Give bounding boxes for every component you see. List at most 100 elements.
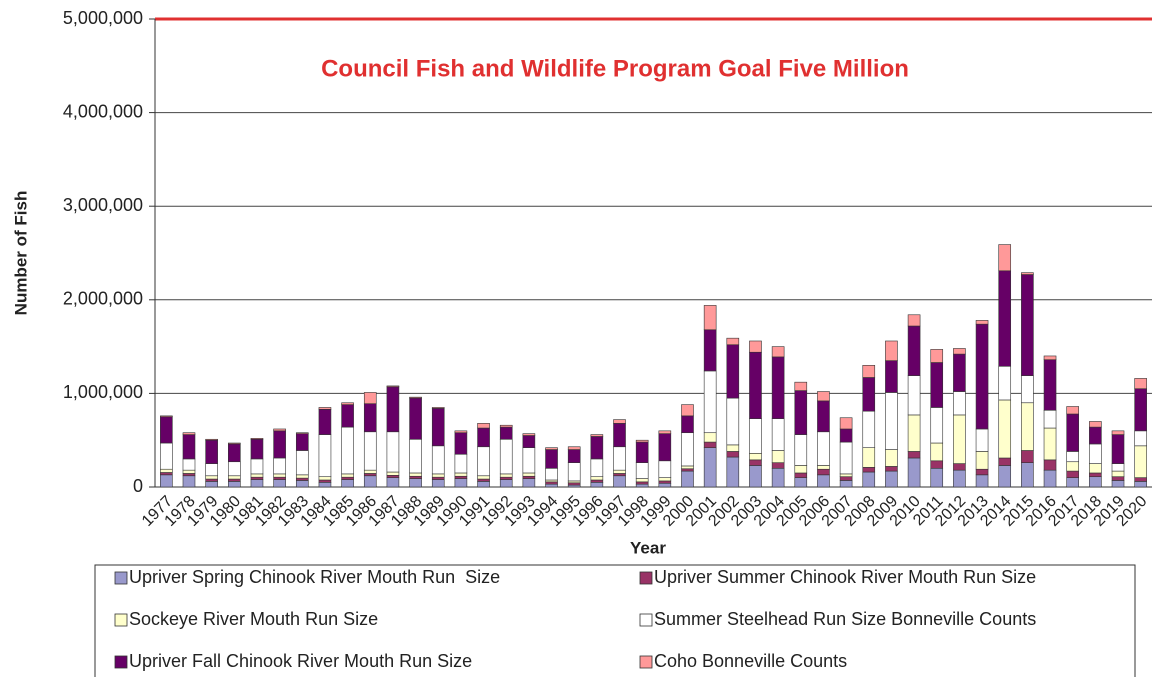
- y-axis-title: Number of Fish: [11, 191, 30, 316]
- bar-segment: [839, 441, 853, 475]
- bar-segment: [228, 461, 241, 477]
- bar-segment: [613, 475, 626, 488]
- bar-segment: [975, 428, 989, 452]
- bar-segment: [749, 453, 762, 461]
- bar-segment: [613, 473, 626, 477]
- goal-annotation: Council Fish and Wildlife Program Goal F…: [321, 55, 909, 82]
- bar-segment: [205, 478, 218, 482]
- bar-segment: [567, 462, 581, 482]
- bar-segment: [703, 370, 717, 434]
- bar-segment: [1134, 388, 1147, 432]
- bar-segment: [839, 417, 853, 430]
- bar-segment: [817, 400, 830, 433]
- bar-segment: [477, 475, 490, 480]
- bar-segment: [341, 426, 354, 475]
- bar-segment: [885, 392, 898, 450]
- bar-segment: [1043, 469, 1057, 488]
- bar-segment: [160, 468, 173, 473]
- bar-segment: [998, 365, 1012, 401]
- bar-segment: [726, 397, 740, 446]
- bar-segment: [431, 476, 445, 480]
- bar-segment: [182, 432, 196, 435]
- bar-segment: [454, 453, 468, 474]
- bar-segment: [454, 475, 468, 479]
- y-tick-label: 0: [133, 476, 143, 496]
- bar-segment: [1089, 421, 1102, 428]
- bar-segment: [431, 445, 445, 475]
- bar-segment: [409, 472, 422, 477]
- bar-segment: [295, 432, 309, 434]
- bar-segment: [998, 399, 1012, 459]
- bar-segment: [1134, 430, 1147, 447]
- bar-segment: [409, 438, 422, 474]
- bar-segment: [567, 482, 581, 486]
- bar-segment: [862, 467, 876, 473]
- bar-segment: [930, 460, 944, 469]
- bar-segment: [386, 431, 400, 473]
- bar-segment: [409, 478, 422, 488]
- legend-label: Upriver Fall Chinook River Mouth Run Siz…: [129, 651, 472, 671]
- bar-segment: [862, 471, 876, 488]
- bar-segment: [817, 431, 830, 466]
- bar-segment: [499, 424, 513, 428]
- bar-segment: [635, 478, 649, 483]
- bar-segment: [1021, 272, 1034, 275]
- bar-segment: [273, 457, 286, 475]
- bar-segment: [205, 439, 218, 464]
- bar-segment: [341, 479, 354, 488]
- bar-segment: [160, 415, 173, 418]
- bar-segment: [431, 407, 445, 409]
- bar-segment: [590, 476, 604, 481]
- legend-label: Summer Steelhead Run Size Bonneville Cou…: [654, 609, 1036, 629]
- bar-segment: [295, 433, 309, 451]
- bar-segment: [1134, 481, 1147, 488]
- bar-segment: [567, 446, 581, 450]
- bar-segment: [1089, 472, 1102, 478]
- legend-swatch: [639, 613, 653, 627]
- legend-swatch: [114, 613, 128, 627]
- bar-segment: [273, 430, 286, 459]
- bar-segment: [635, 481, 649, 485]
- bar-segment: [228, 475, 241, 480]
- bar-segment: [953, 348, 966, 355]
- bar-segment: [273, 479, 286, 488]
- bar-segment: [1089, 463, 1102, 474]
- bar-segment: [658, 433, 672, 462]
- bar-segment: [1134, 445, 1147, 478]
- bar-segment: [250, 479, 264, 488]
- bar-segment: [160, 474, 173, 488]
- legend-swatch: [639, 571, 653, 585]
- bar-segment: [295, 450, 309, 476]
- bar-segment: [703, 329, 717, 372]
- bar-segment: [273, 476, 286, 480]
- bar-segment: [295, 480, 309, 488]
- bar-segment: [749, 465, 762, 488]
- bar-segment: [658, 430, 672, 434]
- bar-segment: [522, 435, 536, 448]
- legend-box: [94, 564, 1136, 677]
- bar-segment: [635, 441, 649, 463]
- bar-segment: [794, 434, 808, 466]
- bar-segment: [794, 465, 808, 474]
- bar-segment: [771, 450, 785, 463]
- bar-segment: [1089, 443, 1102, 464]
- bar-segment: [205, 481, 218, 488]
- bar-segment: [703, 441, 717, 448]
- bar-segment: [1066, 451, 1079, 463]
- bar-segment: [907, 375, 921, 416]
- bar-segment: [1021, 462, 1034, 488]
- legend-label: Upriver Spring Chinook River Mouth Run S…: [129, 567, 500, 587]
- bar-segment: [1111, 476, 1125, 481]
- bar-segment: [250, 458, 264, 475]
- bar-segment: [545, 467, 558, 481]
- bar-segment: [545, 481, 558, 485]
- legend-swatch: [639, 655, 653, 669]
- bar-segment: [182, 458, 196, 471]
- y-tick-label: 4,000,000: [63, 101, 143, 121]
- bar-segment: [953, 391, 966, 416]
- bar-segment: [228, 481, 241, 488]
- bar-segment: [273, 428, 286, 432]
- bar-segment: [681, 468, 694, 472]
- bar-segment: [771, 346, 785, 358]
- bar-segment: [885, 470, 898, 488]
